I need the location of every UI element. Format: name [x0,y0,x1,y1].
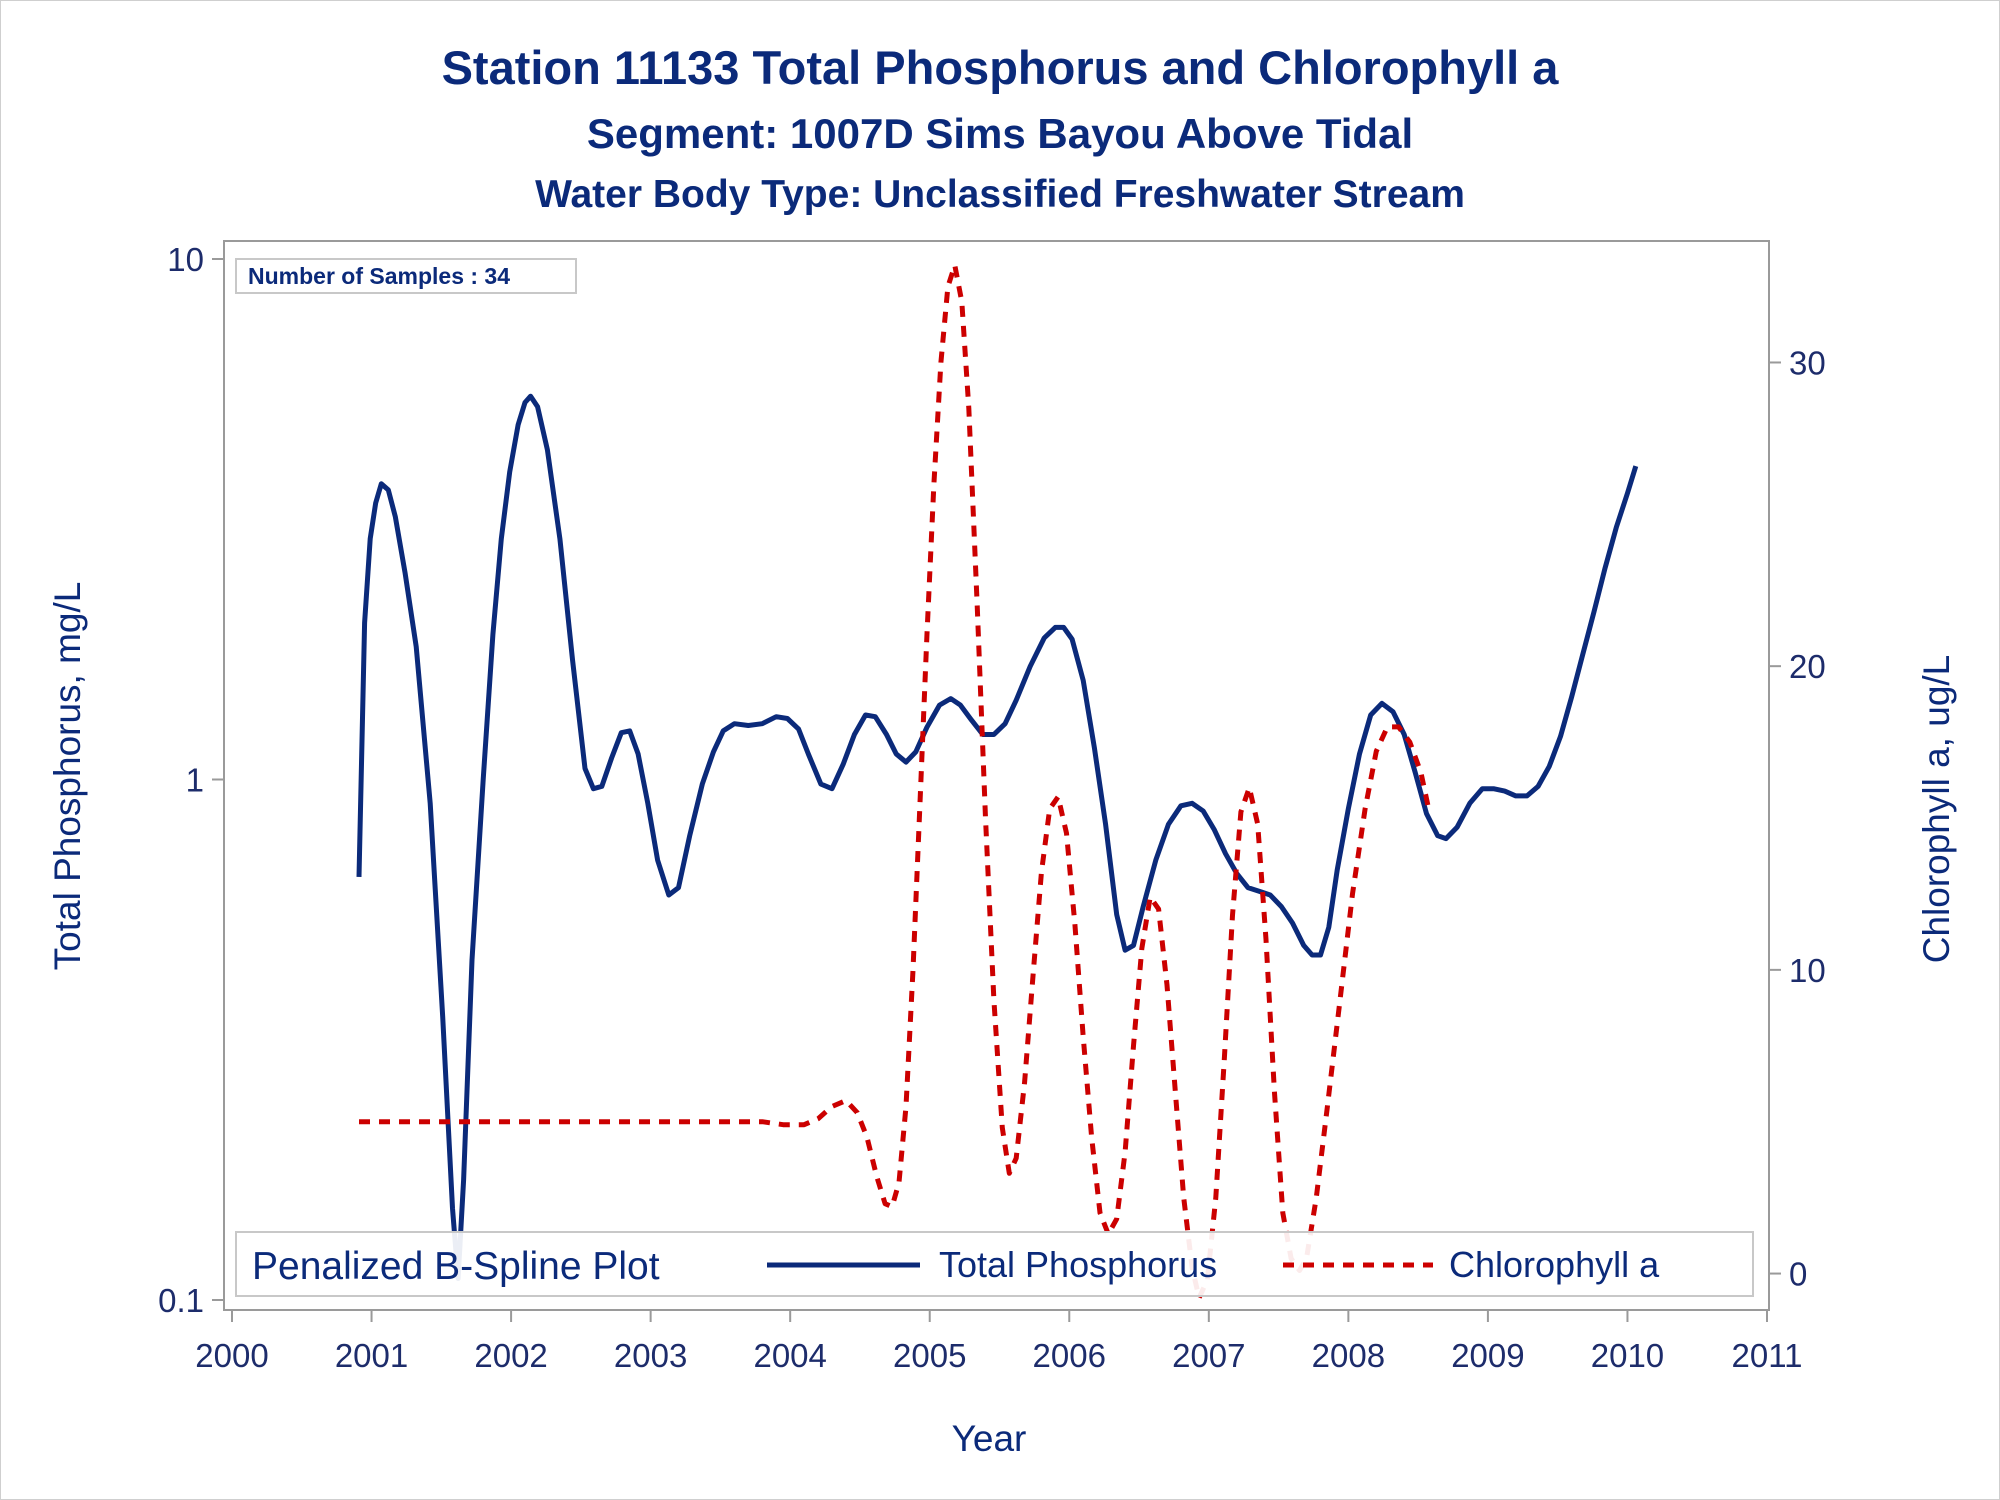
x-tick-label: 2007 [1172,1337,1245,1374]
y-axis-right: 0 10 20 30 [1769,344,1826,1293]
x-tick-label: 2011 [1732,1337,1803,1374]
y-tick-label: 1 [186,762,204,799]
x-tick-label: 2002 [474,1337,547,1374]
chart-title: Station 11133 Total Phosphorus and Chlor… [442,41,1560,94]
x-tick-label: 2006 [1033,1337,1106,1374]
y2-tick-label: 30 [1789,344,1826,381]
chart-subtitle-segment: Segment: 1007D Sims Bayou Above Tidal [587,110,1413,157]
y-axis-left-label: Total Phosphorus, mg/L [47,582,88,971]
x-tick-label: 2010 [1591,1337,1664,1374]
x-tick-label: 2000 [195,1337,268,1374]
y-tick-label: 0.1 [158,1282,204,1319]
legend-box [235,1231,1754,1297]
sample-count-box [235,258,577,294]
x-tick-label: 2009 [1451,1337,1524,1374]
x-tick-label: 2004 [753,1337,826,1374]
x-tick-label: 2008 [1312,1337,1385,1374]
y2-tick-label: 20 [1789,648,1826,685]
series-total-phosphorus [356,393,1639,1281]
x-tick-label: 2003 [614,1337,687,1374]
y2-tick-label: 10 [1789,952,1826,989]
plot-area [223,240,1770,1311]
x-axis-label: Year [952,1418,1027,1459]
y-tick-label: 10 [167,241,204,278]
legend-title: Penalized B-Spline Plot [252,1245,660,1288]
sample-count-text: Number of Samples : 34 [248,263,510,289]
chart-subtitle-waterbody: Water Body Type: Unclassified Freshwater… [535,173,1465,216]
x-axis: 2000 2001 2002 2003 2004 2005 2006 2007 2008 2009… [195,1310,1802,1374]
y-axis-left: 0.1 1 10 [158,241,224,1319]
legend-label-total-phosphorus: Total Phosphorus [939,1244,1217,1285]
series-chlorophyll-a [359,262,1432,1301]
y-axis-right-label: Chlorophyll a, ug/L [1916,655,1957,964]
legend-label-chlorophyll-a: Chlorophyll a [1449,1244,1660,1285]
x-tick-label: 2005 [893,1337,966,1374]
y2-tick-label: 0 [1789,1256,1807,1293]
x-tick-label: 2001 [335,1337,408,1374]
